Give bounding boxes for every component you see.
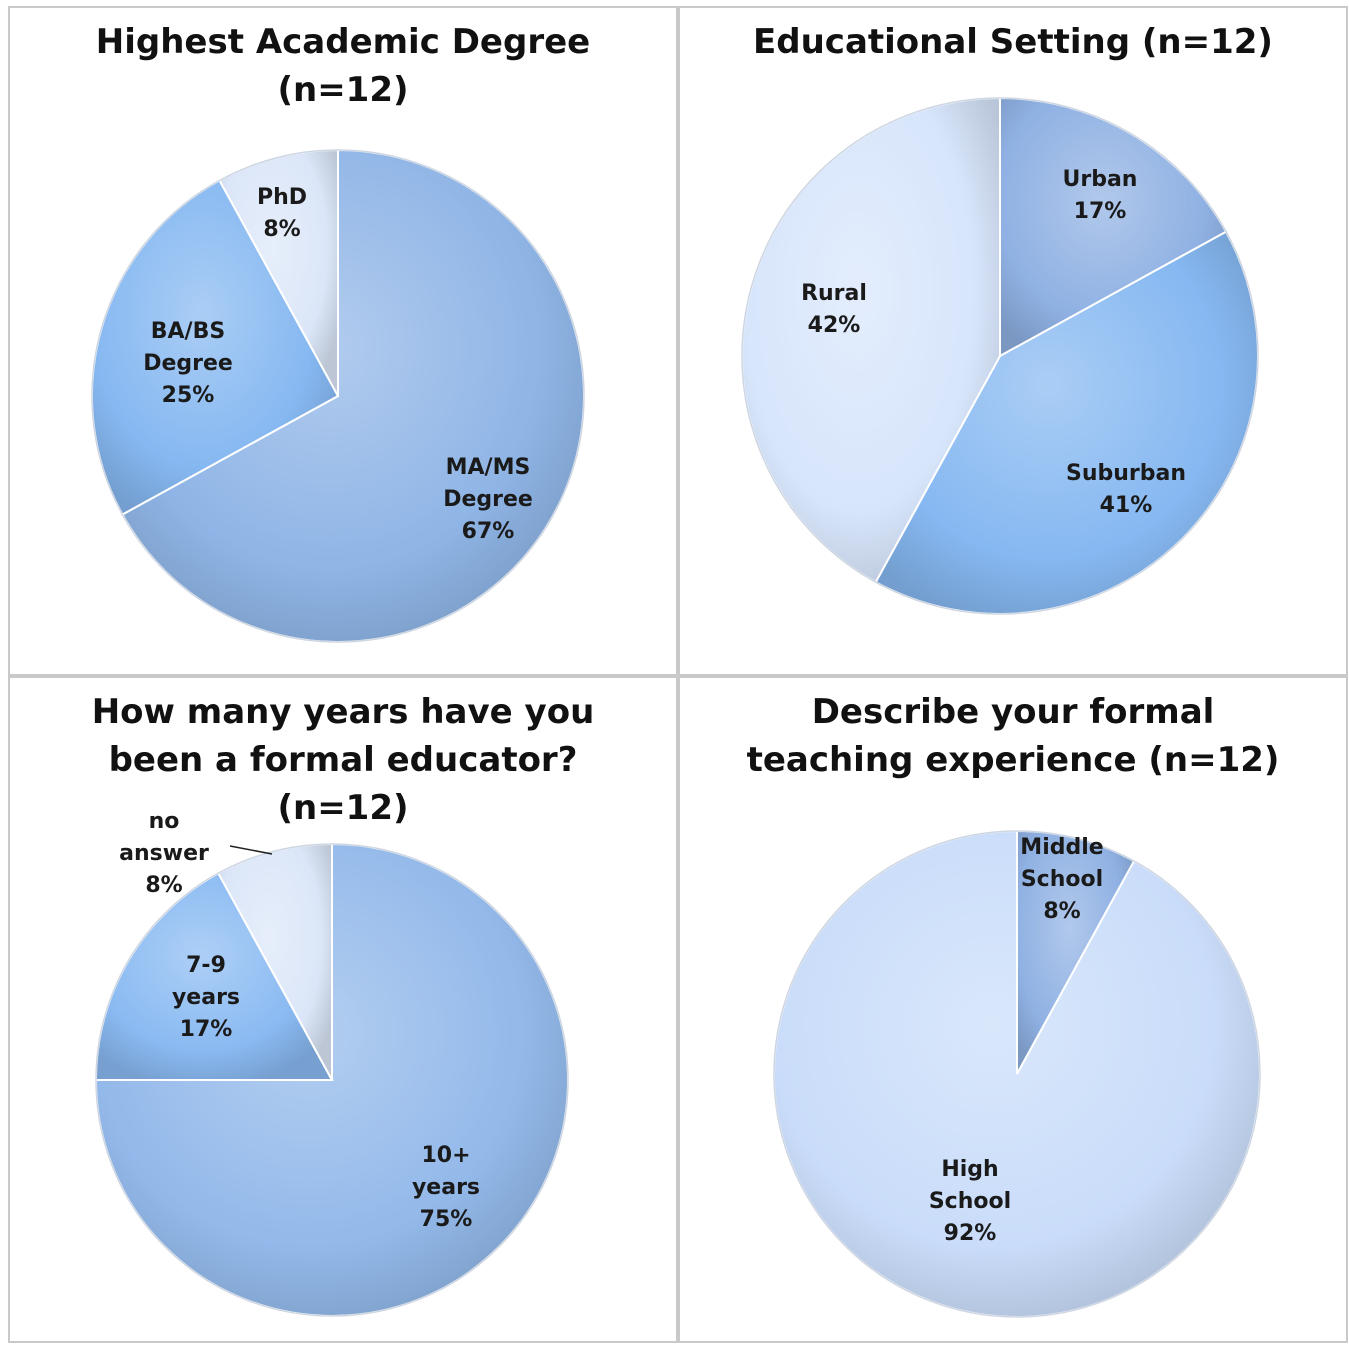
pie-chart: MA/MS Degree 67% BA/BS Degree 25% PhD 8%: [91, 148, 585, 643]
chart-panel-teaching-experience: Describe your formal teaching experience…: [678, 676, 1348, 1343]
slice-label-high-school: High School 92%: [929, 1157, 1011, 1246]
slice-label-middle-school: Middle School 8%: [1020, 835, 1103, 924]
slice-label-ba-bs-degree: BA/BS Degree 25%: [143, 319, 233, 408]
chart-title: How many years have you been a formal ed…: [91, 692, 595, 828]
leader-line: [229, 845, 273, 855]
pie-slice-high-school: [773, 829, 1261, 1318]
slice-label-ma-ms-degree: MA/MS Degree 67%: [443, 455, 533, 544]
pie-chart: Middle School 8% High School 92%: [773, 829, 1261, 1318]
slice-label-7-9-years: 7-9 years 17%: [172, 953, 240, 1042]
pie-outline: [773, 830, 1261, 1318]
slice-label-rural: Rural 42%: [801, 281, 867, 338]
pie-slice-urban: [999, 96, 1228, 358]
pie-slice-middle-school: [1016, 829, 1136, 1075]
pie-slice-no-answer: [216, 842, 333, 1081]
chart-panel-educational-setting: Educational Setting (n=12) Urban 17% Subur…: [678, 6, 1348, 676]
pie-slice-rural: [741, 96, 1001, 584]
chart-panel-years-educator: How many years have you been a formal ed…: [8, 676, 678, 1343]
chart-title: Educational Setting (n=12): [753, 22, 1273, 62]
slice-label-10-years: 10+ years 75%: [412, 1143, 480, 1232]
pie-outline: [95, 843, 569, 1317]
pie-outline: [741, 97, 1259, 615]
slice-label-suburban: Suburban 41%: [1066, 461, 1186, 518]
pie-slice-ma-ms-degree: [121, 148, 585, 643]
pie-slice-phd: [218, 148, 339, 397]
pie-slice-suburban: [874, 230, 1259, 615]
pie-slice-7-9-years: [94, 871, 334, 1081]
pie-chart: Urban 17% Suburban 41% Rural 42%: [741, 96, 1259, 615]
pie-outline: [91, 149, 585, 643]
slice-label-phd: PhD 8%: [257, 185, 307, 242]
slice-label-urban: Urban 17%: [1063, 167, 1138, 224]
chart-title: Describe your formal teaching experience…: [746, 692, 1280, 780]
pie-slice-ba-bs-degree: [91, 179, 340, 516]
chart-panel-academic-degree: Highest Academic Degree (n=12) MA/MS Degr…: [8, 6, 678, 676]
slice-label-no-answer: no answer 8%: [119, 809, 209, 898]
pie-chart: 10+ years 75% 7-9 years 17% no answer 8%: [94, 809, 569, 1317]
chart-title: Highest Academic Degree (n=12): [95, 22, 591, 110]
